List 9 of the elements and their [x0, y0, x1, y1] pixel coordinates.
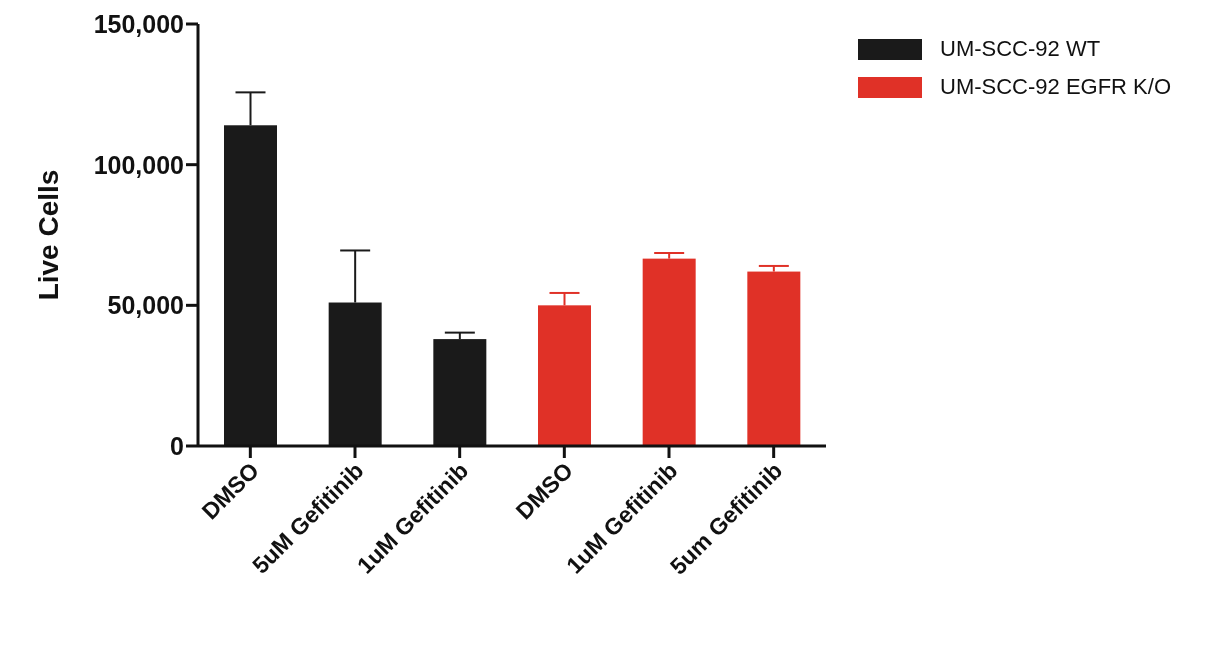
y-tick-label: 50,000: [107, 291, 184, 320]
y-tick-label: 150,000: [93, 9, 184, 38]
bar: [642, 258, 696, 446]
bar: [747, 271, 801, 446]
y-axis-title: Live Cells: [32, 169, 64, 301]
y-tick-label: 100,000: [93, 150, 184, 179]
legend-label: UM-SCC-92 WT: [940, 36, 1101, 62]
y-tick-label: 0: [170, 431, 184, 460]
legend-label: UM-SCC-92 EGFR K/O: [940, 74, 1172, 100]
